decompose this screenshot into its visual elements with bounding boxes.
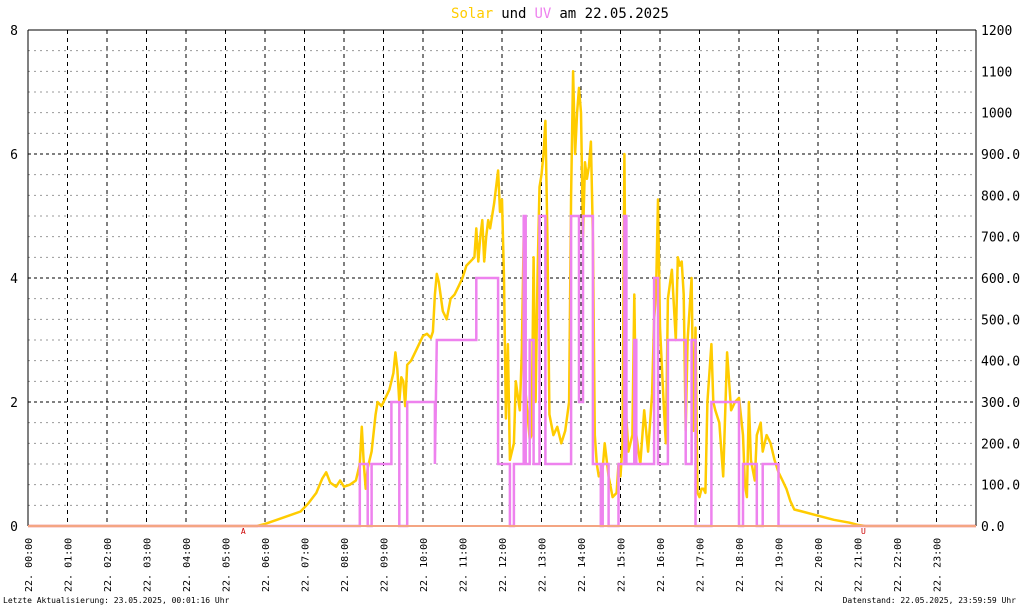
x-tick-label: 22. 22:00 (893, 538, 904, 592)
title-date: am 22.05.2025 (559, 6, 669, 22)
right-tick-label: 900.0 (981, 148, 1020, 163)
right-tick-label: 1200 (981, 24, 1012, 39)
solar-line (28, 70, 976, 528)
x-tick-label: 22. 21:00 (854, 538, 865, 592)
solar-series (28, 70, 976, 528)
x-tick-label: 22. 14:00 (577, 538, 588, 592)
right-tick-label: 500.0 (981, 313, 1020, 328)
uv-line (28, 214, 976, 528)
sunset-marker: U (861, 527, 866, 536)
x-tick-label: 22. 04:00 (182, 538, 193, 592)
x-tick-label: 22. 15:00 (617, 538, 628, 592)
right-tick-label: 1000 (981, 107, 1012, 122)
title-uv-word: UV (535, 6, 552, 22)
right-tick-label: 800.0 (981, 189, 1020, 204)
x-tick-label: 22. 23:00 (933, 538, 944, 592)
left-tick-label: 4 (10, 272, 18, 287)
x-tick-label: 22. 02:00 (103, 538, 114, 592)
x-tick-label: 22. 12:00 (498, 538, 509, 592)
last-update-text: Letzte Aktualisierung: 23.05.2025, 00:01… (3, 596, 230, 605)
left-tick-label: 2 (10, 396, 18, 411)
right-tick-label: 0.0 (981, 520, 1004, 535)
x-tick-label: 22. 07:00 (301, 538, 312, 592)
x-tick-label: 22. 05:00 (222, 538, 233, 592)
x-tick-label: 22. 06:00 (261, 538, 272, 592)
uv-series (28, 214, 976, 528)
title-solar-word: Solar (451, 6, 493, 22)
x-tick-label: 22. 01:00 (64, 538, 75, 592)
x-tick-label: 22. 13:00 (538, 538, 549, 592)
grid-lines (28, 30, 976, 526)
sunrise-marker: A (241, 527, 246, 536)
right-tick-label: 700.0 (981, 231, 1020, 246)
x-tick-label: 22. 10:00 (419, 538, 430, 592)
right-tick-label: 600.0 (981, 272, 1020, 287)
chart-title: Solar und UV am 22.05.2025 (451, 6, 669, 22)
data-status-text: Datenstand: 22.05.2025, 23:59:59 Uhr (842, 596, 1016, 605)
x-tick-label: 22. 16:00 (656, 538, 667, 592)
right-tick-label: 100.0 (981, 479, 1020, 494)
x-tick-label: 22. 08:00 (340, 538, 351, 592)
x-tick-label: 22. 20:00 (814, 538, 825, 592)
axes: 0 2 4 6 8 0.0 100.0 200.0 300.0 400.0 500.0 600.0 70… (10, 24, 1020, 592)
right-tick-label: 200.0 (981, 437, 1020, 452)
x-tick-label: 22. 19:00 (775, 538, 786, 592)
title-and-word: und (501, 6, 526, 22)
right-tick-label: 400.0 (981, 355, 1020, 370)
x-tick-label: 22. 11:00 (459, 538, 470, 592)
x-tick-label: 22. 18:00 (735, 538, 746, 592)
x-tick-label: 22. 09:00 (380, 538, 391, 592)
left-tick-label: 0 (10, 520, 18, 535)
right-tick-label: 300.0 (981, 396, 1020, 411)
x-tick-label: 22. 03:00 (143, 538, 154, 592)
x-tick-label: 22. 17:00 (696, 538, 707, 592)
left-tick-label: 8 (10, 24, 18, 39)
right-tick-label: 1100 (981, 65, 1012, 80)
left-tick-label: 6 (10, 148, 18, 163)
x-tick-label: 22. 00:00 (24, 538, 35, 592)
